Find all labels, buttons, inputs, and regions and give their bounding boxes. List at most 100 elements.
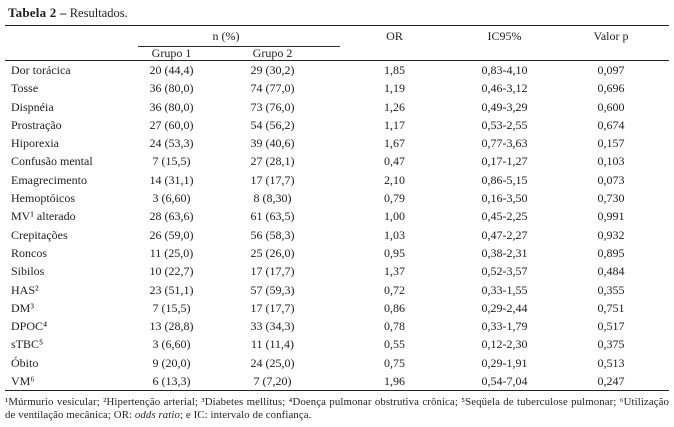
col-header-valor-p: Valor p xyxy=(593,29,629,44)
table-row: Dor torácica 20 (44,4) 29 (30,2) 1,85 0,83-4… xyxy=(5,61,669,80)
or-value: 1,00 xyxy=(384,209,405,224)
or-value: 1,85 xyxy=(384,63,405,77)
p-value: 0,696 xyxy=(597,81,625,96)
or-value: 0,75 xyxy=(384,355,405,370)
ic95-value: 0,52-3,57 xyxy=(481,264,528,279)
p-value: 0,730 xyxy=(597,191,625,206)
ic95-value: 0,29-1,91 xyxy=(481,355,528,370)
group1-value: 20 (44,4) xyxy=(149,63,194,77)
group1-value: 28 (63,6) xyxy=(149,209,194,224)
group2-value: 61 (63,5) xyxy=(250,209,295,224)
table-row: MV¹ alterado 28 (63,6) 61 (63,5) 1,00 0,45-2… xyxy=(5,207,669,225)
table-row: DM³ 7 (15,5) 17 (17,7) 0,86 0,29-2,44 0,751 xyxy=(5,299,669,317)
table-caption-text: Resultados. xyxy=(66,6,128,20)
or-value: 1,96 xyxy=(384,374,405,389)
row-label: Confusão mental xyxy=(11,154,93,169)
p-value: 0,073 xyxy=(597,172,625,187)
or-value: 0,79 xyxy=(384,191,405,206)
group1-value: 3 (6,60) xyxy=(152,191,191,206)
table-row: Dispnéia 36 (80,0) 73 (76,0) 1,26 0,49-3,29 0… xyxy=(5,98,669,116)
table-row: Óbito 9 (20,0) 24 (25,0) 0,75 0,29-1,91 0,513 xyxy=(5,354,669,372)
group2-value: 33 (34,3) xyxy=(250,319,295,334)
header-spacer xyxy=(440,47,560,61)
header-row-2: Grupo 1 Grupo 2 xyxy=(5,47,669,61)
group2-value: 74 (77,0) xyxy=(250,81,295,96)
group2-value: 29 (30,2) xyxy=(250,63,295,77)
footnote-text-end: ; e IC: intervalo de confiança. xyxy=(180,409,312,422)
table-row: Prostração 27 (60,0) 54 (56,2) 1,17 0,53-2,5… xyxy=(5,116,669,134)
group1-value: 26 (59,0) xyxy=(149,227,194,242)
ic95-value: 0,33-1,55 xyxy=(481,282,528,297)
group1-value: 36 (80,0) xyxy=(149,99,194,114)
ic95-value: 0,49-3,29 xyxy=(481,99,528,114)
or-value: 0,72 xyxy=(384,282,405,297)
col-header-grupo-2: Grupo 2 xyxy=(252,46,293,60)
group2-value: 17 (17,7) xyxy=(250,300,295,315)
or-value: 1,03 xyxy=(384,227,405,242)
group1-value: 14 (31,1) xyxy=(149,172,194,187)
row-label: VM⁶ xyxy=(11,374,35,389)
row-label: Prostração xyxy=(11,117,62,132)
ic95-value: 0,83-4,10 xyxy=(481,63,528,77)
row-label: Óbito xyxy=(11,355,39,370)
group1-value: 13 (28,8) xyxy=(149,319,194,334)
header-spacer xyxy=(5,26,138,47)
header-spacer xyxy=(560,47,669,61)
ic95-value: 0,77-3,63 xyxy=(481,136,528,151)
group1-value: 9 (20,0) xyxy=(152,355,191,370)
p-value: 0,513 xyxy=(597,355,625,370)
group2-value: 8 (8,30) xyxy=(253,191,292,206)
header-spacer xyxy=(340,47,440,61)
group2-value: 56 (58,3) xyxy=(250,227,295,242)
or-value: 0,78 xyxy=(384,319,405,334)
group1-value: 23 (51,1) xyxy=(149,282,194,297)
row-label: Tosse xyxy=(11,81,39,96)
col-header-n-pct: n (%) xyxy=(138,25,340,47)
group1-value: 7 (15,5) xyxy=(152,154,191,169)
row-label: sTBC⁵ xyxy=(11,337,44,352)
group2-value: 17 (17,7) xyxy=(250,264,295,279)
row-label: DM³ xyxy=(11,300,34,315)
group2-value: 7 (7,20) xyxy=(253,374,292,389)
results-table: n (%) OR IC95% Valor p Grupo 1 Grupo 2 D… xyxy=(5,25,669,392)
group1-value: 3 (6,60) xyxy=(152,337,191,352)
table-row: Roncos 11 (25,0) 25 (26,0) 0,95 0,38-2,31 0,8… xyxy=(5,244,669,262)
footnote-odds-ratio-italic: odds ratio xyxy=(134,409,181,422)
or-value: 1,26 xyxy=(384,99,405,114)
group1-value: 24 (53,3) xyxy=(149,136,194,151)
or-value: 0,95 xyxy=(384,245,405,260)
p-value: 0,097 xyxy=(597,63,625,77)
ic95-value: 0,46-3,12 xyxy=(481,81,528,96)
row-label: Emagrecimento xyxy=(11,172,87,187)
or-value: 1,67 xyxy=(384,136,405,151)
row-label: Sibilos xyxy=(11,264,45,279)
p-value: 0,932 xyxy=(597,227,625,242)
group2-value: 27 (28,1) xyxy=(250,154,295,169)
ic95-value: 0,54-7,04 xyxy=(481,374,528,389)
p-value: 0,103 xyxy=(597,154,625,169)
col-header-or: OR xyxy=(386,29,403,44)
group1-value: 7 (15,5) xyxy=(152,300,191,315)
group1-value: 11 (25,0) xyxy=(149,245,194,260)
or-value: 0,47 xyxy=(384,154,405,169)
table-row: Sibilos 10 (22,7) 17 (17,7) 1,37 0,52-3,57 0,… xyxy=(5,262,669,280)
ic95-value: 0,38-2,31 xyxy=(481,245,528,260)
results-table-header: n (%) OR IC95% Valor p Grupo 1 Grupo 2 xyxy=(5,25,669,61)
table-row: Confusão mental 7 (15,5) 27 (28,1) 0,47 0,17… xyxy=(5,152,669,170)
ic95-value: 0,12-2,30 xyxy=(481,337,528,352)
table-caption-number: Tabela 2 – xyxy=(8,5,67,20)
ic95-value: 0,86-5,15 xyxy=(481,172,528,187)
header-row-1: n (%) OR IC95% Valor p xyxy=(5,25,669,47)
table-row: DPOC⁴ 13 (28,8) 33 (34,3) 0,78 0,33-1,79 0,51… xyxy=(5,317,669,335)
group2-value: 39 (40,6) xyxy=(250,136,295,151)
row-label: Crepitações xyxy=(11,227,68,242)
table-row: Hiporexia 24 (53,3) 39 (40,6) 1,67 0,77-3,63… xyxy=(5,134,669,152)
col-header-ic95: IC95% xyxy=(487,29,522,44)
results-table-body: Dor torácica 20 (44,4) 29 (30,2) 1,85 0,83-4… xyxy=(5,61,669,391)
p-value: 0,991 xyxy=(597,209,625,224)
ic95-value: 0,47-2,27 xyxy=(481,227,528,242)
ic95-value: 0,53-2,55 xyxy=(481,117,528,132)
group2-value: 57 (59,3) xyxy=(250,282,295,297)
group2-value: 11 (11,4) xyxy=(250,337,295,352)
group2-value: 17 (17,7) xyxy=(250,172,295,187)
